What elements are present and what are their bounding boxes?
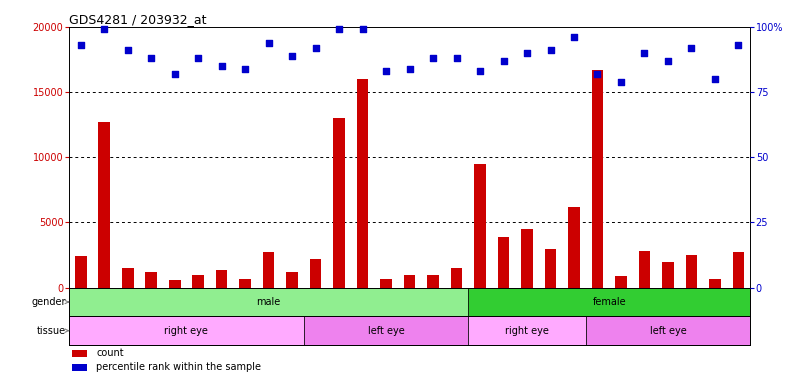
Bar: [216, 270, 228, 288]
Bar: [521, 229, 533, 288]
Point: [380, 68, 393, 74]
Bar: [662, 262, 674, 288]
Bar: [169, 280, 181, 288]
Point: [568, 34, 581, 40]
Text: count: count: [97, 348, 124, 358]
Bar: [239, 278, 251, 288]
Text: left eye: left eye: [650, 326, 686, 336]
Bar: [586, 316, 750, 345]
Bar: [709, 278, 721, 288]
Bar: [615, 276, 627, 288]
Bar: [310, 259, 321, 288]
Point: [497, 58, 510, 64]
Bar: [304, 316, 468, 345]
Bar: [98, 122, 110, 288]
Text: gender: gender: [31, 297, 66, 307]
Point: [427, 55, 440, 61]
Bar: [380, 278, 392, 288]
Point: [262, 40, 275, 46]
Bar: [468, 288, 750, 316]
Point: [285, 53, 298, 59]
Point: [356, 26, 369, 33]
Bar: [75, 257, 87, 288]
Point: [238, 66, 251, 72]
Point: [709, 76, 722, 82]
Bar: [333, 118, 345, 288]
Point: [450, 55, 463, 61]
Point: [662, 58, 675, 64]
Bar: [286, 272, 298, 288]
Point: [309, 45, 322, 51]
Bar: [638, 251, 650, 288]
Text: percentile rank within the sample: percentile rank within the sample: [97, 362, 261, 372]
Point: [732, 42, 745, 48]
Bar: [685, 255, 697, 288]
Point: [333, 26, 345, 33]
Point: [97, 26, 110, 33]
Bar: [498, 237, 509, 288]
Point: [544, 47, 557, 53]
Point: [591, 71, 604, 77]
Text: tissue: tissue: [36, 326, 66, 336]
Bar: [591, 70, 603, 288]
Point: [521, 50, 534, 56]
Text: female: female: [592, 297, 626, 307]
Point: [638, 50, 651, 56]
Point: [215, 63, 228, 69]
Bar: [192, 275, 204, 288]
Point: [474, 68, 487, 74]
Bar: [69, 316, 304, 345]
Point: [685, 45, 698, 51]
Bar: [357, 79, 368, 288]
Text: GDS4281 / 203932_at: GDS4281 / 203932_at: [69, 13, 207, 26]
Text: left eye: left eye: [367, 326, 405, 336]
Bar: [72, 364, 88, 371]
Point: [74, 42, 87, 48]
Bar: [263, 252, 274, 288]
Bar: [72, 350, 88, 357]
Bar: [474, 164, 486, 288]
Text: right eye: right eye: [165, 326, 208, 336]
Bar: [427, 275, 439, 288]
Point: [144, 55, 157, 61]
Point: [191, 55, 204, 61]
Bar: [122, 268, 134, 288]
Text: male: male: [256, 297, 281, 307]
Bar: [545, 248, 556, 288]
Point: [168, 71, 181, 77]
Point: [403, 66, 416, 72]
Bar: [145, 272, 157, 288]
Bar: [69, 288, 468, 316]
Bar: [569, 207, 580, 288]
Bar: [404, 275, 415, 288]
Point: [615, 79, 628, 85]
Text: right eye: right eye: [505, 326, 549, 336]
Bar: [732, 252, 744, 288]
Bar: [468, 316, 586, 345]
Point: [121, 47, 134, 53]
Bar: [451, 268, 462, 288]
